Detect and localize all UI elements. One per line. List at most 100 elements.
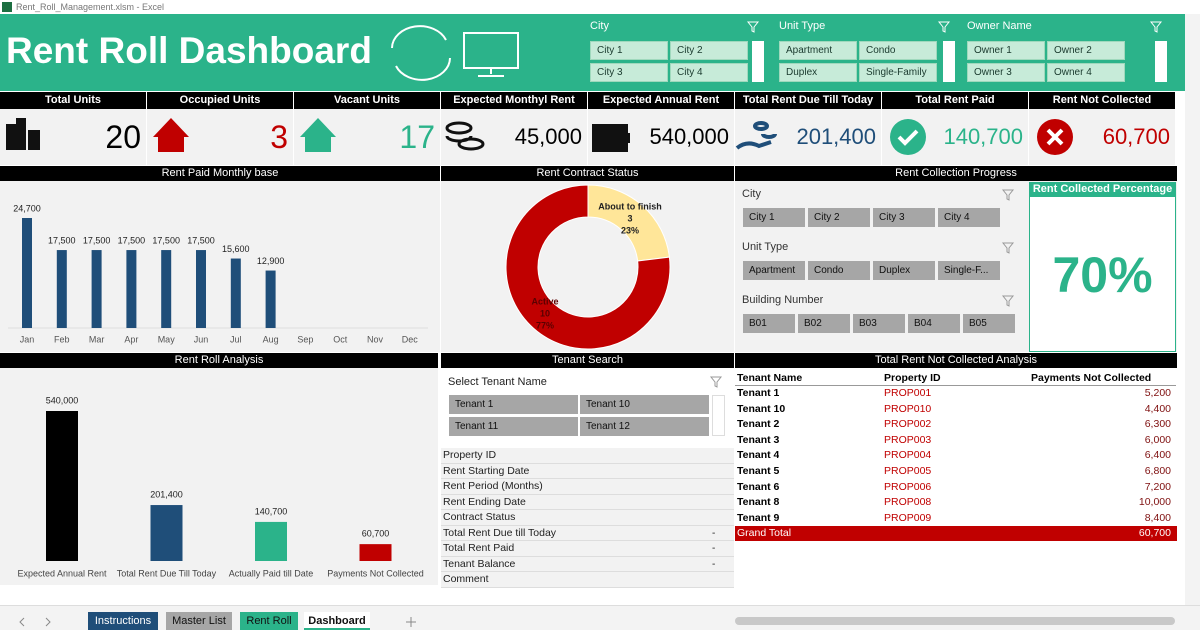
slicer-scrollbar[interactable] — [752, 41, 764, 82]
cell: 7,200 — [1144, 480, 1171, 493]
cell: PROP001 — [884, 387, 932, 399]
column-header: Property ID — [882, 370, 1029, 386]
field-label: Contract Status — [443, 511, 516, 523]
slicer-item[interactable]: Apartment — [779, 41, 857, 60]
slicer-item[interactable]: City 4 — [670, 63, 748, 82]
kpi-value: 201,400 — [796, 124, 876, 149]
slicer-item[interactable]: Single-Family — [859, 63, 937, 82]
field-row — [441, 448, 734, 464]
slicer-item[interactable]: Tenant 10 — [580, 395, 709, 414]
slicer-item[interactable]: City 3 — [873, 208, 935, 227]
field-row — [441, 525, 734, 541]
field-row — [441, 556, 734, 572]
kpi-header: Expected Monthyl Rent — [441, 92, 587, 109]
sheet-tab[interactable]: Master List — [166, 612, 232, 630]
kpi-header: Rent Not Collected — [1029, 92, 1175, 109]
slicer-item[interactable]: B05 — [963, 314, 1015, 333]
cell: PROP010 — [884, 402, 932, 415]
cell: PROP006 — [884, 480, 932, 493]
slicer-title: City — [742, 188, 761, 200]
field-row — [441, 572, 734, 588]
slicer-scrollbar[interactable] — [943, 41, 955, 82]
panel — [441, 166, 734, 352]
slicer-item[interactable]: City 4 — [938, 208, 1000, 227]
panel — [0, 353, 438, 585]
section-header: Rent Collection Progress — [735, 166, 1177, 181]
slicer-item[interactable]: B03 — [853, 314, 905, 333]
slicer-scrollbar[interactable] — [712, 395, 725, 436]
panel — [735, 353, 1177, 543]
slicer-item[interactable]: Single-F... — [938, 261, 1000, 280]
percent-title: Rent Collected Percentage — [1029, 182, 1176, 197]
slicer-item[interactable]: Duplex — [779, 63, 857, 82]
field-label: Comment — [443, 573, 489, 585]
slicer-item[interactable]: B02 — [798, 314, 850, 333]
cell: PROP002 — [884, 418, 932, 431]
field-label: Total Rent Due till Today — [443, 526, 557, 539]
slicer-item[interactable]: Condo — [808, 261, 870, 280]
field-row — [441, 479, 734, 495]
total-label: Grand Total — [737, 527, 792, 539]
slicer-item[interactable]: Owner 3 — [967, 63, 1045, 82]
slicer-item[interactable]: City 2 — [808, 208, 870, 227]
kpi-value: 45,000 — [514, 124, 582, 149]
slicer-item[interactable]: City 2 — [670, 41, 748, 60]
slicer-title: Select Tenant Name — [448, 376, 547, 388]
kpi-header: Expected Annual Rent — [588, 92, 734, 109]
sheet-tab[interactable]: Instructions — [88, 612, 158, 630]
kpi-value: 17 — [399, 119, 435, 155]
field-value: - — [712, 543, 716, 554]
cell: PROP005 — [884, 465, 932, 477]
window-title: Rent_Roll_Management.xlsm - Excel — [16, 2, 165, 12]
cell: 6,000 — [1144, 433, 1171, 446]
slicer-title: Unit Type — [742, 241, 789, 253]
kpi-header: Total Units — [0, 92, 146, 109]
sheet-tab[interactable]: Dashboard — [304, 612, 370, 630]
section-header: Rent Paid Monthly base — [0, 166, 440, 181]
field-label: Property ID — [443, 449, 497, 461]
slicer-item[interactable]: Owner 2 — [1047, 41, 1125, 60]
field-value: - — [712, 558, 716, 570]
slicer-item[interactable]: City 1 — [590, 41, 668, 60]
cell: Tenant 1 — [737, 387, 780, 399]
field-row — [441, 541, 734, 557]
slicer-item[interactable]: Duplex — [873, 261, 935, 280]
slicer-item[interactable]: City 3 — [590, 63, 668, 82]
cell: PROP004 — [884, 449, 932, 462]
slicer-item[interactable]: City 1 — [743, 208, 805, 227]
horizontal-scrollbar[interactable] — [735, 617, 1175, 625]
field-row — [441, 494, 734, 510]
total-value: 60,700 — [1138, 527, 1171, 539]
slicer-item[interactable]: Condo — [859, 41, 937, 60]
slicer-item[interactable]: Tenant 12 — [580, 417, 709, 436]
sheet-tab[interactable]: Rent Roll — [240, 612, 298, 630]
section-header: Rent Roll Analysis — [0, 353, 438, 368]
slicer-item[interactable]: Tenant 1 — [449, 395, 578, 414]
column-header: Payments Not Collected — [1029, 370, 1176, 386]
title-bar — [0, 0, 1200, 14]
field-row — [441, 510, 734, 526]
panel — [0, 166, 440, 352]
slicer-item[interactable]: Owner 4 — [1047, 63, 1125, 82]
slicer-item[interactable]: Owner 1 — [967, 41, 1045, 60]
field-label: Rent Period (Months) — [443, 480, 543, 492]
cell: Tenant 2 — [737, 418, 780, 431]
cell: Tenant 6 — [737, 480, 780, 493]
slicer-item[interactable]: B04 — [908, 314, 960, 333]
percent-card — [1029, 182, 1176, 352]
cell: 6,400 — [1144, 449, 1171, 462]
slicer-item[interactable]: Tenant 11 — [449, 417, 578, 436]
vertical-scrollbar[interactable] — [1185, 14, 1200, 605]
slicer-item[interactable]: B01 — [743, 314, 795, 333]
section-header: Total Rent Not Collected Analysis — [735, 353, 1177, 368]
field-label: Rent Starting Date — [443, 464, 530, 477]
field-row — [441, 463, 734, 479]
field-label: Tenant Balance — [443, 557, 516, 570]
slicer-title: Owner Name — [967, 20, 1032, 32]
cell: Tenant 4 — [737, 449, 780, 462]
cell: 8,400 — [1144, 511, 1171, 524]
slicer-scrollbar[interactable] — [1155, 41, 1167, 82]
cell: 5,200 — [1144, 387, 1171, 399]
slicer-item[interactable]: Apartment — [743, 261, 805, 280]
